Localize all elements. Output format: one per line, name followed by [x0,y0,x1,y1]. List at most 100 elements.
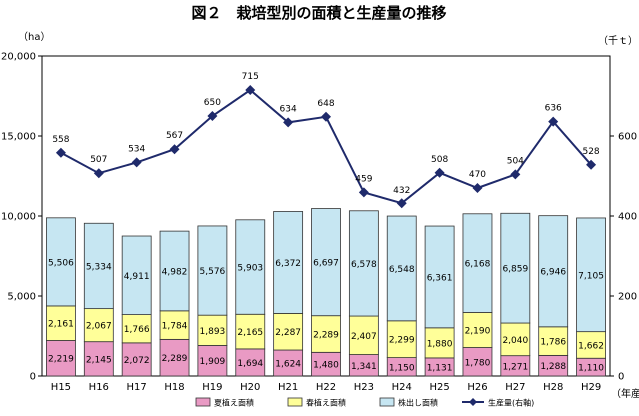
bar-segment [197,314,228,346]
line-data-label: 459 [355,174,372,184]
line-data-label: 715 [242,72,259,82]
bar-segment [576,331,606,359]
x-axis-tick-label: H22 [316,382,336,393]
bar-data-label: 7,105 [578,271,604,281]
x-axis-tick-label: H26 [467,382,487,393]
production-point [55,147,66,158]
production-point [358,187,369,198]
bar-segment [121,342,152,377]
bar-segment [273,211,304,314]
bar-data-label: 6,548 [389,265,415,275]
bar-data-label: 1,341 [351,362,377,372]
bar-data-label: 6,168 [465,260,491,270]
legend-label: 夏植え面積 [214,398,254,408]
x-axis-tick-label: H25 [429,382,449,393]
left-axis-tick-label: 15,000 [1,132,36,143]
bar-data-label: 2,289 [313,331,339,341]
x-axis-tick-label: H15 [51,382,71,393]
bar-data-label: 1,766 [124,325,150,335]
bar-segment [424,327,455,359]
left-axis-unit: （ha） [18,31,50,43]
bar-segment [83,341,114,377]
bar-data-label: 6,859 [502,265,528,275]
legend-swatch [195,397,211,407]
x-axis-tick-label: H19 [202,382,222,393]
x-axis-tick-label: H23 [354,382,374,393]
bar-data-label: 2,040 [502,336,528,346]
x-axis-tick-label: H20 [240,382,260,393]
bar-segment [538,326,569,356]
production-point [131,157,142,168]
bar-data-label: 1,288 [540,362,566,372]
x-axis-tick-label: H28 [543,382,563,393]
legend-swatch [287,397,303,407]
x-axis-tick-label: H27 [505,382,525,393]
x-axis-unit: （年産） [611,387,639,400]
bar-segment [386,215,417,322]
bar-data-label: 2,165 [237,328,263,338]
legend-label: 生産量(右軸) [488,398,534,408]
legend: 夏植え面積 春植え面積 株出し面積 生産量(右軸) [195,397,534,408]
right-axis-tick-label: 400 [618,212,637,223]
production-point [169,144,180,155]
bar-segment [46,217,76,307]
bar-data-label: 6,361 [427,273,453,283]
legend-marker [469,398,477,406]
bar-data-label: 6,946 [540,268,566,278]
bar-segment [576,217,606,333]
bar-segment [500,322,531,357]
bar-segment [348,315,379,355]
bar-data-label: 2,299 [389,336,415,346]
line-data-label: 507 [90,155,107,165]
x-axis-tick-label: H21 [278,382,298,393]
bar-data-label: 2,190 [465,327,491,337]
bar-data-label: 2,161 [48,320,74,330]
production-point [472,183,483,193]
bar-segment [46,340,76,377]
production-point [586,159,597,170]
bar-segment [273,313,304,351]
x-axis-tick-label: H24 [392,382,412,393]
production-point [283,117,294,128]
bar-data-label: 6,372 [275,259,301,269]
right-axis-unit: （千ｔ） [598,35,638,47]
production-point [207,111,218,121]
bar-segment [46,305,76,341]
left-axis-tick-label: 0 [30,372,36,383]
bar-segment [538,215,569,328]
bar-data-label: 1,480 [313,361,339,371]
line-data-label: 636 [545,104,562,114]
bar-segment [462,312,493,348]
chart-title: 図２ 栽培型別の面積と生産量の推移 [191,4,446,22]
line-data-label: 504 [507,156,524,166]
bar-data-label: 1,662 [578,341,604,351]
legend-swatch [379,397,395,407]
bar-data-label: 1,271 [502,362,528,372]
production-point [93,168,104,179]
bar-segment [197,345,228,377]
legend-label: 株出し面積 [398,398,438,408]
bar-data-label: 2,289 [162,354,188,364]
bar-segment [83,222,114,310]
bar-data-label: 2,072 [124,356,150,366]
bar-segment [424,225,455,329]
bar-segment [83,308,114,343]
line-data-label: 634 [280,104,297,114]
bar-segment [348,210,379,317]
x-axis-tick-label: H18 [164,382,184,393]
bar-data-label: 5,334 [86,262,112,272]
production-point [510,169,521,180]
bar-segment [311,208,341,317]
production-point [434,167,445,178]
bar-segment [500,212,531,324]
left-axis-tick-label: 20,000 [1,52,36,63]
legend-label: 春植え面積 [306,398,346,408]
production-point [548,116,559,127]
bar-data-label: 2,287 [275,328,301,338]
bar-data-label: 4,911 [124,272,150,282]
production-point [245,85,256,95]
bar-data-label: 2,145 [86,355,112,365]
bar-data-label: 5,903 [237,264,263,274]
bar-data-label: 1,893 [200,327,226,337]
